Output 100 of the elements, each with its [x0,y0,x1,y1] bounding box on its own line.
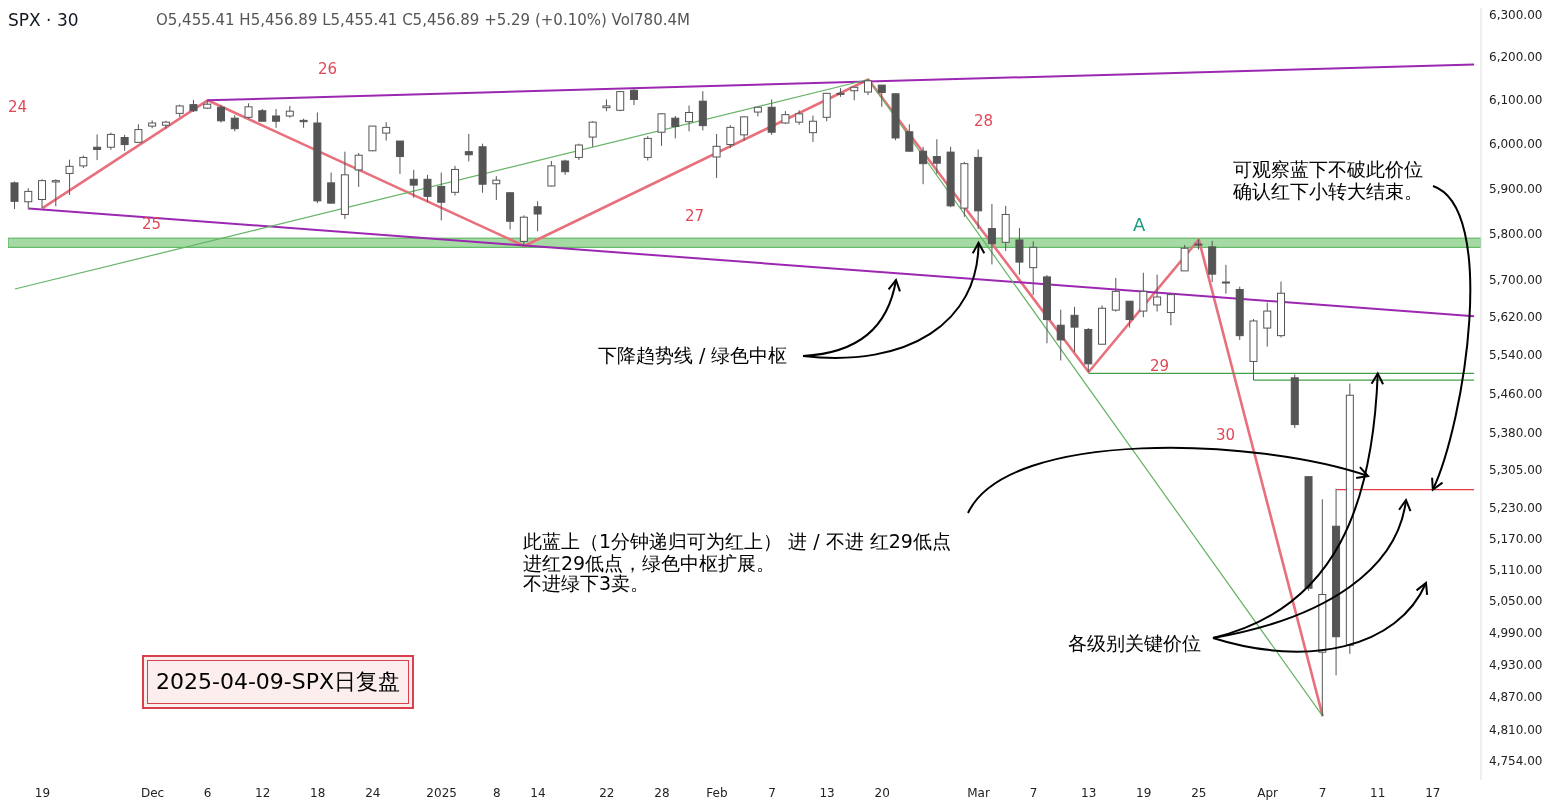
candlestick [1153,274,1162,313]
x-tick-label: 7 [768,785,776,800]
chart-subtitle: O5,455.41 H5,456.89 L5,455.41 C5,456.89 +5.29 (+0.10%) Vol780.4M [156,11,690,29]
y-tick-label: 5,620.00 [1489,310,1543,325]
x-tick-label: 28 [654,785,670,800]
x-tick-label: 20 [874,785,890,800]
candlestick [1180,244,1189,272]
y-tick-label: 4,990.00 [1489,625,1543,640]
annotation: A [1133,214,1146,235]
candlestick [877,84,886,108]
x-tick-label: 2025 [426,785,457,800]
candlestick [327,172,336,205]
x-tick-label: 17 [1425,785,1441,800]
candlestick [51,178,60,207]
x-tick-label: Apr [1257,785,1279,800]
x-tick-label: 19 [1136,785,1152,800]
candlestick [1263,302,1272,348]
y-tick-label: 6,200.00 [1489,50,1543,64]
x-tick-label: 8 [492,785,501,800]
candlestick [65,159,74,196]
annotation: 各级别关键价位 [1068,631,1201,656]
annotation: 可观察蓝下不破此价位 [1233,157,1423,182]
candlestick [1015,227,1024,276]
x-tick-label: Feb [706,785,728,800]
candlestick [712,133,721,179]
annotation: 26 [318,60,338,78]
y-tick-label: 6,100.00 [1489,93,1543,108]
candlestick [437,172,446,221]
candlestick [1125,300,1134,329]
x-tick-label: 19 [34,785,51,800]
x-tick-label: 25 [1191,785,1207,800]
candlestick [382,121,391,142]
candlestick [685,105,694,132]
candlestick [822,92,831,122]
annotation: 不进绿下3卖。 [523,572,650,596]
y-tick-label: 5,305.00 [1489,463,1543,478]
candlestick [1221,264,1230,295]
y-tick-label: 5,170.00 [1489,531,1543,546]
candlestick [1070,306,1079,353]
candlestick [1139,272,1148,318]
annotation: 下降趋势线 / 绿色中枢 [598,343,788,368]
candlestick [987,203,996,265]
candlestick [464,133,473,162]
y-tick-label: 6,000.00 [1489,136,1543,151]
candlestick [93,133,102,161]
candlestick [932,138,941,175]
annotation: 25 [142,215,162,233]
candlestick [905,123,914,152]
x-tick-label: 14 [530,785,546,800]
candlestick [1029,240,1038,296]
chart-title: SPX · 30 [8,10,79,30]
x-tick-label: 22 [599,785,615,800]
candlestick [1166,293,1175,326]
y-tick-label: 4,870.00 [1489,690,1543,705]
y-tick-label: 5,540.00 [1489,348,1543,363]
y-tick-label: 4,754.00 [1489,754,1543,769]
candlestick [657,112,666,147]
candlestick [643,135,652,162]
annotation: 30 [1216,426,1236,444]
candlestick [451,165,460,196]
y-tick-label: 5,110.00 [1489,562,1543,577]
x-tick-label: 7 [1029,785,1038,800]
y-tick-label: 5,050.00 [1489,594,1543,609]
annotation: 此蓝上（1分钟递归可为红上） 进 / 不进 红29低点 [523,529,951,554]
candlestick [423,174,432,203]
candlestick [10,181,19,210]
x-tick-label: 18 [310,785,326,800]
y-tick-label: 4,930.00 [1489,657,1543,672]
candlestick [726,124,735,149]
y-tick-label: 5,900.00 [1489,181,1543,196]
annotation: 进红29低点，绿色中枢扩展。 [523,552,776,575]
candlestick [547,160,556,187]
y-tick-label: 6,300.00 [1489,7,1543,22]
candlestick [671,115,680,139]
candlestick [38,178,47,209]
candlestick [588,120,597,148]
annotation: 确认红下小转大结束。 [1233,179,1423,204]
x-tick-label: 13 [819,785,835,800]
candlestick [1056,309,1065,361]
candlestick [919,146,928,185]
annotation: 2025-04-09-SPX日复盘 [142,655,415,709]
candlestick [1111,277,1120,313]
candlestick [354,152,363,188]
y-tick-label: 4,810.00 [1489,723,1543,738]
y-tick-label: 5,380.00 [1489,426,1543,441]
x-tick-label: 12 [255,785,271,800]
y-tick-label: 5,460.00 [1489,387,1543,402]
x-tick-label: 13 [1081,785,1097,800]
annotation: 27 [685,207,705,225]
y-tick-label: 5,230.00 [1489,501,1543,516]
x-tick-label: Mar [967,785,990,800]
annotation: 28 [974,112,994,130]
x-tick-label: 24 [365,785,381,800]
y-tick-label: 5,800.00 [1489,226,1543,241]
annotation: 24 [8,98,28,116]
candlestick [533,200,542,232]
candlestick [272,108,281,129]
candlestick [740,115,749,142]
x-tick-label: Dec [140,785,165,800]
candlestick [24,187,33,210]
